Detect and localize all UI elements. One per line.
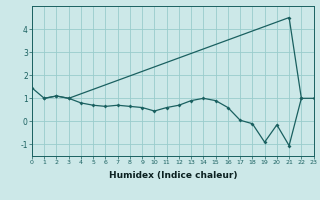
X-axis label: Humidex (Indice chaleur): Humidex (Indice chaleur) <box>108 171 237 180</box>
